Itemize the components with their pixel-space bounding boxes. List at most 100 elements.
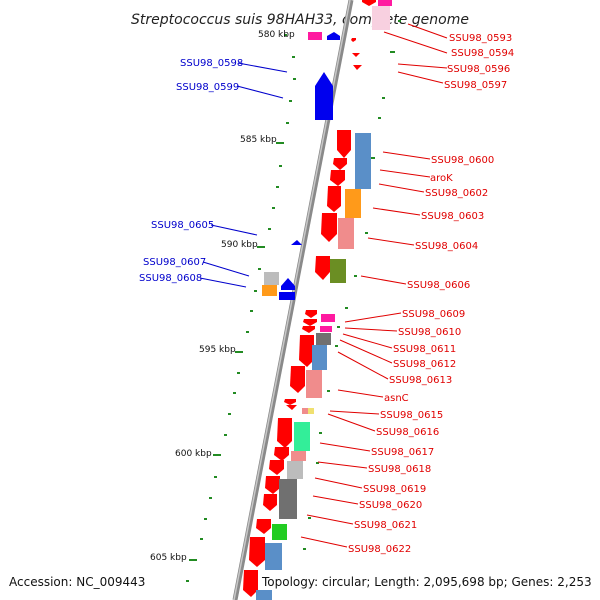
scale-tick	[237, 372, 240, 374]
scale-tick	[272, 207, 275, 209]
gene-label: SSU98_0599	[176, 82, 239, 93]
gene-arrow	[299, 335, 314, 367]
cog-block	[330, 259, 346, 283]
scale-tick	[224, 434, 227, 436]
gc-tick	[335, 345, 338, 347]
gene-label: SSU98_0616	[376, 427, 439, 438]
gene-arrow	[327, 186, 341, 212]
cog-block	[272, 524, 287, 540]
gene-arrow	[321, 213, 337, 242]
cog-block	[320, 326, 332, 332]
gene-label: SSU98_0620	[359, 500, 422, 511]
gc-tick	[345, 307, 348, 309]
gene-arrow	[333, 158, 347, 170]
scale-tick	[258, 268, 261, 270]
scale-tick	[284, 34, 287, 36]
gene-label: SSU98_0619	[363, 484, 426, 495]
topology-label: Topology: circular; Length: 2,095,698 bp…	[261, 575, 592, 589]
gene-label: SSU98_0607	[143, 257, 206, 268]
gene-labels-left: SSU98_0598 SSU98_0599 SSU98_0605 SSU98_0…	[139, 58, 243, 284]
gc-tick	[398, 20, 401, 22]
cog-block	[302, 408, 308, 414]
gene-arrow	[249, 537, 265, 567]
scale-tick	[214, 476, 217, 478]
cog-block	[308, 408, 314, 414]
scale-tick	[257, 246, 265, 248]
scale-tick	[235, 351, 243, 353]
accession-label: Accession: NC_009443	[9, 575, 145, 589]
gene-arrow	[284, 399, 296, 405]
scale-label: 590 kbp	[221, 240, 258, 250]
cog-block	[264, 272, 279, 285]
gene-arrow	[352, 53, 360, 57]
scale-label: 595 kbp	[199, 345, 236, 355]
forward-strand-genes[interactable]	[243, 0, 376, 597]
gene-label: SSU98_0605	[151, 220, 214, 231]
scale-tick	[200, 538, 203, 540]
cog-block	[316, 333, 331, 345]
scale-tick	[293, 78, 296, 80]
gc-tick	[337, 326, 340, 328]
gene-label: SSU98_0600	[431, 155, 494, 166]
gene-label: SSU98_0617	[371, 447, 434, 458]
scale-label: 605 kbp	[150, 553, 187, 563]
scale-label: 585 kbp	[240, 135, 277, 145]
gene-label: SSU98_0608	[139, 273, 202, 284]
gene-arrow	[315, 72, 333, 120]
gene-arrow	[362, 0, 376, 6]
reverse-strand-genes[interactable]	[279, 32, 340, 300]
gene-label: SSU98_0602	[425, 188, 488, 199]
gc-ticks	[303, 20, 401, 550]
gene-arrow	[277, 418, 292, 448]
scale-tick	[228, 413, 231, 415]
scale-tick	[213, 454, 221, 456]
gene-label: SSU98_0622	[348, 544, 411, 555]
scale-tick	[233, 392, 236, 394]
gc-tick	[303, 548, 306, 550]
gc-tick	[378, 117, 381, 119]
gc-tick	[382, 97, 385, 99]
cog-blocks	[256, 0, 392, 600]
cog-block	[287, 461, 303, 479]
gene-label: SSU98_0596	[447, 64, 510, 75]
cog-block	[321, 314, 335, 322]
gene-label: SSU98_0606	[407, 280, 470, 291]
cog-block	[308, 32, 322, 40]
footer-backdrop	[258, 572, 596, 590]
gene-label: SSU98_0615	[380, 410, 443, 421]
gene-label: SSU98_0594	[451, 48, 514, 59]
gene-labels-right: SSU98_0593 SSU98_0594 SSU98_0596 SSU98_0…	[348, 33, 514, 555]
cog-block	[265, 543, 282, 570]
gc-tick	[365, 232, 368, 234]
gene-arrow	[315, 256, 330, 280]
scale-ticks	[186, 34, 296, 582]
gene-arrow	[274, 447, 289, 461]
cog-block	[345, 189, 361, 218]
gene-label: SSU98_0613	[389, 375, 452, 386]
scale-tick	[250, 310, 253, 312]
scale-tick	[254, 290, 257, 292]
gene-arrow	[263, 494, 277, 511]
cog-block	[338, 218, 354, 249]
gc-tick	[354, 275, 357, 277]
scale-tick	[286, 122, 289, 124]
gc-tick	[308, 517, 311, 519]
cog-block	[372, 6, 390, 30]
gene-arrow	[243, 570, 258, 597]
cog-block	[294, 422, 310, 451]
gene-label: aroK	[430, 173, 453, 184]
gene-arrow	[281, 278, 295, 290]
gene-label: SSU98_0610	[398, 327, 461, 338]
genome-title: Streptococcus suis 98HAH33, complete gen…	[131, 12, 469, 28]
gene-arrow	[256, 519, 271, 534]
gc-tick	[316, 462, 319, 464]
gc-tick	[390, 51, 395, 53]
cog-block	[262, 285, 277, 296]
gene-label: SSU98_0612	[393, 359, 456, 370]
gene-arrow	[286, 405, 297, 410]
gene-arrow	[269, 460, 284, 475]
scale-tick	[246, 331, 249, 333]
cog-block	[312, 345, 327, 370]
scale-tick	[276, 186, 279, 188]
gc-tick	[370, 157, 375, 159]
